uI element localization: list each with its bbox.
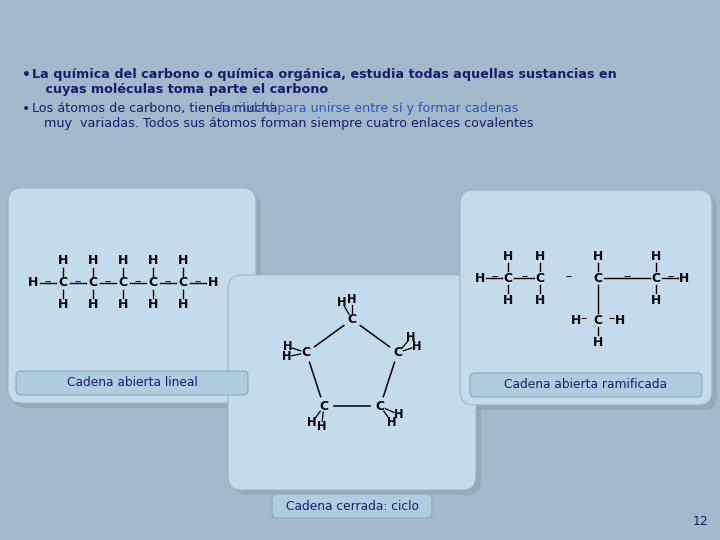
Text: –: – bbox=[45, 275, 51, 288]
Text: H: H bbox=[593, 335, 603, 348]
Text: H: H bbox=[317, 420, 326, 433]
Text: –: – bbox=[195, 275, 201, 288]
Text: C: C bbox=[179, 276, 188, 289]
Text: H: H bbox=[148, 299, 158, 312]
Text: C: C bbox=[593, 314, 603, 327]
FancyBboxPatch shape bbox=[233, 280, 481, 495]
Text: H: H bbox=[475, 272, 485, 285]
FancyBboxPatch shape bbox=[8, 188, 256, 403]
FancyBboxPatch shape bbox=[272, 494, 432, 518]
Text: C: C bbox=[118, 276, 127, 289]
Text: H: H bbox=[503, 294, 513, 307]
Text: C: C bbox=[148, 276, 158, 289]
Text: C: C bbox=[652, 272, 660, 285]
Text: H: H bbox=[651, 249, 661, 262]
Text: –: – bbox=[135, 275, 141, 288]
Text: –: – bbox=[75, 275, 81, 288]
Text: H: H bbox=[387, 416, 397, 429]
Text: •: • bbox=[22, 68, 31, 82]
FancyBboxPatch shape bbox=[13, 193, 261, 408]
Text: H: H bbox=[58, 254, 68, 267]
Text: C: C bbox=[593, 272, 603, 285]
Text: La química del carbono o química orgánica, estudia todas aquellas sustancias en: La química del carbono o química orgánic… bbox=[32, 68, 617, 81]
Text: H: H bbox=[535, 249, 545, 262]
Text: H: H bbox=[503, 249, 513, 262]
FancyBboxPatch shape bbox=[228, 275, 476, 490]
Text: –: – bbox=[566, 271, 572, 284]
Text: H: H bbox=[615, 314, 625, 327]
Text: H: H bbox=[412, 340, 421, 353]
Text: C: C bbox=[503, 272, 513, 285]
Text: C: C bbox=[89, 276, 98, 289]
Text: H: H bbox=[118, 254, 128, 267]
Text: –: – bbox=[491, 270, 497, 283]
Text: C: C bbox=[319, 400, 328, 413]
Text: H: H bbox=[337, 296, 347, 309]
Text: H: H bbox=[88, 299, 98, 312]
Text: C: C bbox=[376, 400, 384, 413]
Text: Cadena cerrada: ciclo: Cadena cerrada: ciclo bbox=[286, 500, 418, 512]
FancyBboxPatch shape bbox=[460, 190, 712, 405]
Text: H: H bbox=[58, 299, 68, 312]
Text: Cadena abierta lineal: Cadena abierta lineal bbox=[67, 376, 197, 389]
Text: H: H bbox=[593, 249, 603, 262]
Text: C: C bbox=[348, 313, 356, 326]
FancyBboxPatch shape bbox=[465, 195, 717, 410]
Text: H: H bbox=[148, 254, 158, 267]
Text: –: – bbox=[581, 313, 587, 326]
Text: –: – bbox=[521, 270, 527, 283]
Text: H: H bbox=[208, 276, 218, 289]
Text: H: H bbox=[347, 293, 356, 306]
Text: H: H bbox=[178, 299, 188, 312]
Text: –: – bbox=[609, 313, 615, 326]
Text: H: H bbox=[282, 340, 292, 353]
Text: –: – bbox=[624, 270, 630, 283]
Text: Cadena abierta ramificada: Cadena abierta ramificada bbox=[505, 379, 667, 392]
Text: •: • bbox=[22, 102, 30, 116]
Text: C: C bbox=[393, 346, 402, 359]
Text: C: C bbox=[302, 346, 311, 359]
Text: C: C bbox=[58, 276, 68, 289]
Text: H: H bbox=[88, 254, 98, 267]
Text: –: – bbox=[624, 271, 630, 284]
Text: C: C bbox=[536, 272, 544, 285]
Text: –: – bbox=[165, 275, 171, 288]
Text: H: H bbox=[651, 294, 661, 307]
Text: H: H bbox=[28, 276, 38, 289]
Text: H: H bbox=[406, 332, 415, 345]
Text: H: H bbox=[535, 294, 545, 307]
Text: facilidad para unirse entre sí y formar cadenas: facilidad para unirse entre sí y formar … bbox=[219, 102, 518, 115]
Text: H: H bbox=[394, 408, 403, 421]
Text: H: H bbox=[118, 299, 128, 312]
Text: H: H bbox=[307, 416, 317, 429]
Text: cuyas moléculas toma parte el carbono: cuyas moléculas toma parte el carbono bbox=[32, 83, 328, 96]
Text: –: – bbox=[105, 275, 111, 288]
Text: Los átomos de carbono, tienen mucha: Los átomos de carbono, tienen mucha bbox=[32, 102, 282, 115]
Text: H: H bbox=[571, 314, 581, 327]
FancyBboxPatch shape bbox=[16, 371, 248, 395]
Text: H: H bbox=[679, 272, 689, 285]
Text: H: H bbox=[282, 350, 292, 363]
Text: muy  variadas. Todos sus átomos forman siempre cuatro enlaces covalentes: muy variadas. Todos sus átomos forman si… bbox=[32, 117, 534, 130]
Text: –: – bbox=[667, 270, 673, 283]
Text: H: H bbox=[178, 254, 188, 267]
FancyBboxPatch shape bbox=[470, 373, 702, 397]
Text: 12: 12 bbox=[692, 515, 708, 528]
